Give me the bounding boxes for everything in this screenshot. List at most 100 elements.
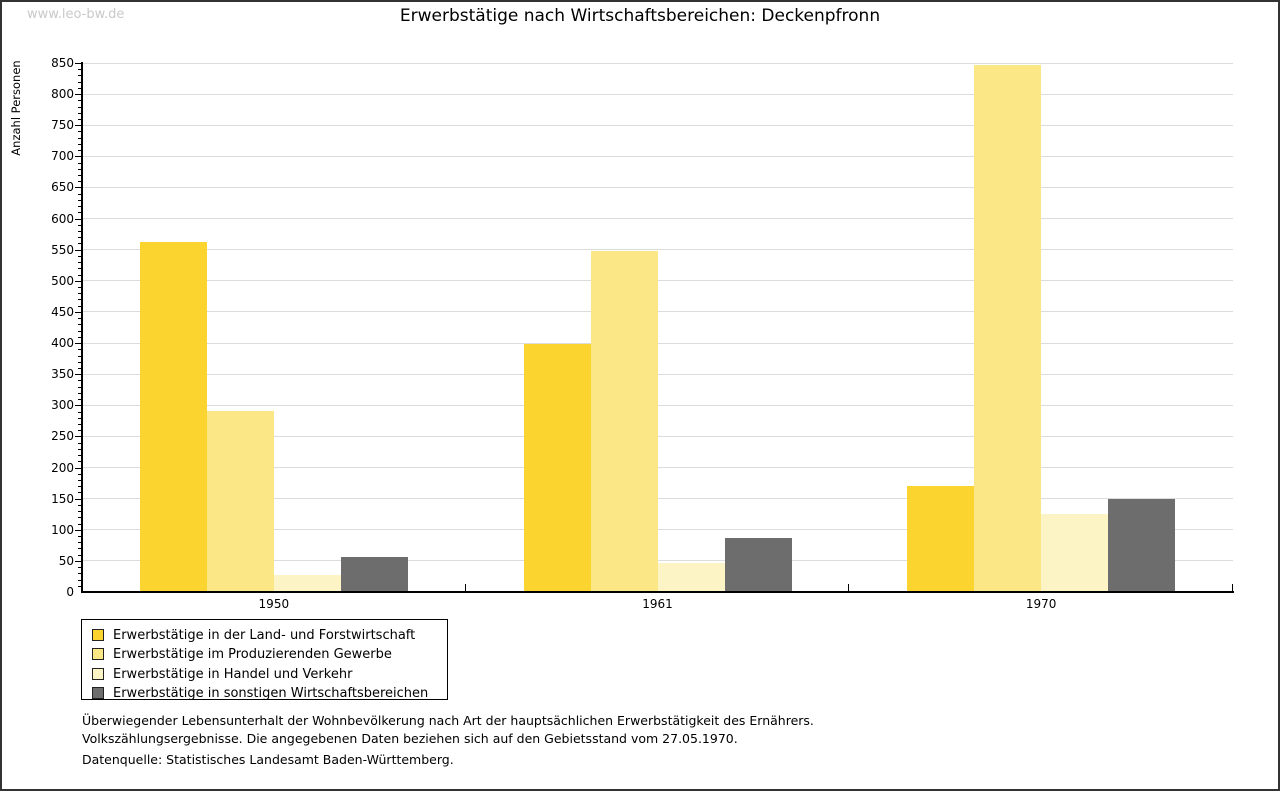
y-tick-minor-20 [78, 579, 82, 581]
gridline-100 [82, 529, 1233, 531]
gridline-450 [82, 311, 1233, 313]
y-tick-label-350: 350 [51, 367, 74, 382]
y-tick-minor-460 [78, 305, 82, 307]
y-tick-major-500 [75, 280, 82, 282]
x-tick-label-1961: 1961 [642, 597, 673, 611]
y-tick-minor-770 [78, 112, 82, 114]
y-tick-minor-60 [78, 554, 82, 556]
y-tick-label-100: 100 [51, 522, 74, 537]
x-axis-line [81, 591, 1234, 593]
bar-1970-series1 [907, 486, 975, 592]
y-tick-minor-230 [78, 448, 82, 450]
x-boundary-tick-3 [1232, 584, 1233, 591]
legend-color-chip-1 [92, 629, 104, 641]
bar-1961-series2 [590, 250, 658, 592]
y-tick-label-600: 600 [51, 211, 74, 226]
y-tick-minor-160 [78, 492, 82, 494]
y-tick-minor-680 [78, 168, 82, 170]
legend-item-3: Erwerbstätige in Handel und Verkehr [82, 665, 447, 684]
y-tick-minor-130 [78, 511, 82, 513]
y-tick-label-400: 400 [51, 336, 74, 351]
y-tick-minor-180 [78, 479, 82, 481]
y-tick-minor-620 [78, 206, 82, 208]
x-boundary-tick-2 [848, 584, 850, 591]
y-tick-minor-120 [78, 517, 82, 519]
y-tick-minor-110 [78, 523, 82, 525]
y-tick-minor-630 [78, 199, 82, 201]
y-tick-major-50 [75, 560, 82, 562]
legend-item-4: Erwerbstätige in sonstigen Wirtschaftsbe… [82, 684, 447, 703]
footer-note-line2: Volkszählungsergebnisse. Die angegebenen… [82, 730, 738, 746]
legend-label-4: Erwerbstätige in sonstigen Wirtschaftsbe… [113, 686, 429, 702]
y-tick-label-550: 550 [51, 242, 74, 257]
legend-item-1: Erwerbstätige in der Land- und Forstwirt… [82, 626, 447, 645]
gridline-800 [82, 93, 1233, 95]
y-tick-major-600 [75, 218, 82, 220]
y-tick-label-650: 650 [51, 180, 74, 195]
y-tick-minor-670 [78, 175, 82, 177]
y-tick-label-250: 250 [51, 429, 74, 444]
x-boundary-tick-0 [81, 584, 82, 591]
x-tick-label-1970: 1970 [1025, 597, 1057, 611]
y-tick-minor-570 [78, 237, 82, 239]
y-tick-label-300: 300 [51, 398, 74, 413]
y-tick-minor-330 [78, 386, 82, 388]
legend-color-chip-4 [92, 687, 104, 700]
y-tick-minor-260 [78, 430, 82, 432]
y-tick-minor-290 [78, 411, 82, 413]
y-tick-minor-390 [78, 349, 82, 351]
y-tick-label-700: 700 [51, 149, 74, 164]
y-tick-minor-490 [78, 287, 82, 289]
bar-1970-series4 [1108, 498, 1176, 592]
bar-1961-series1 [523, 344, 591, 592]
y-tick-minor-420 [78, 330, 82, 332]
y-tick-major-350 [75, 374, 82, 376]
y-tick-major-750 [75, 125, 82, 127]
y-tick-minor-140 [78, 504, 82, 506]
y-tick-minor-270 [78, 423, 82, 425]
y-tick-label-750: 750 [51, 118, 74, 133]
y-tick-minor-10 [78, 585, 82, 587]
y-tick-label-850: 850 [51, 56, 74, 70]
y-tick-minor-30 [78, 573, 82, 575]
y-tick-minor-820 [78, 81, 82, 83]
y-axis-line [81, 62, 83, 593]
y-tick-minor-470 [78, 299, 82, 301]
gridline-750 [82, 124, 1233, 126]
y-tick-minor-660 [78, 181, 82, 183]
y-tick-label-0: 0 [66, 585, 74, 599]
bar-1950-series4 [340, 556, 408, 592]
y-tick-major-200 [75, 467, 82, 469]
watermark-text: www.leo-bw.de [27, 7, 125, 22]
gridline-500 [82, 280, 1233, 282]
legend-color-chip-2 [92, 648, 104, 661]
gridline-400 [82, 342, 1233, 344]
gridline-850 [82, 62, 1233, 64]
y-tick-minor-280 [78, 417, 82, 419]
y-tick-major-650 [75, 187, 82, 189]
y-tick-minor-190 [78, 473, 82, 475]
footer-note-line1: Überwiegender Lebensunterhalt der Wohnbe… [82, 713, 814, 728]
bar-1950-series3 [273, 575, 341, 592]
y-tick-minor-480 [78, 293, 82, 295]
y-tick-major-700 [75, 156, 82, 158]
footer-source: Datenquelle: Statistisches Landesamt Bad… [82, 752, 454, 767]
legend-label-3: Erwerbstätige in Handel und Verkehr [113, 666, 353, 682]
y-tick-major-150 [75, 498, 82, 500]
gridline-650 [82, 186, 1233, 188]
x-tick-label-1950: 1950 [258, 597, 290, 611]
y-tick-minor-810 [78, 87, 82, 89]
bar-1950-series2 [206, 410, 274, 592]
y-tick-minor-580 [78, 231, 82, 233]
y-tick-minor-520 [78, 268, 82, 270]
y-tick-label-450: 450 [51, 304, 74, 319]
gridline-700 [82, 155, 1233, 157]
y-tick-label-500: 500 [51, 273, 74, 288]
y-tick-major-100 [75, 529, 82, 531]
y-tick-minor-220 [78, 455, 82, 457]
y-tick-minor-80 [78, 542, 82, 544]
y-tick-minor-640 [78, 193, 82, 195]
bar-1970-series2 [974, 65, 1042, 592]
y-tick-label-200: 200 [51, 460, 74, 475]
